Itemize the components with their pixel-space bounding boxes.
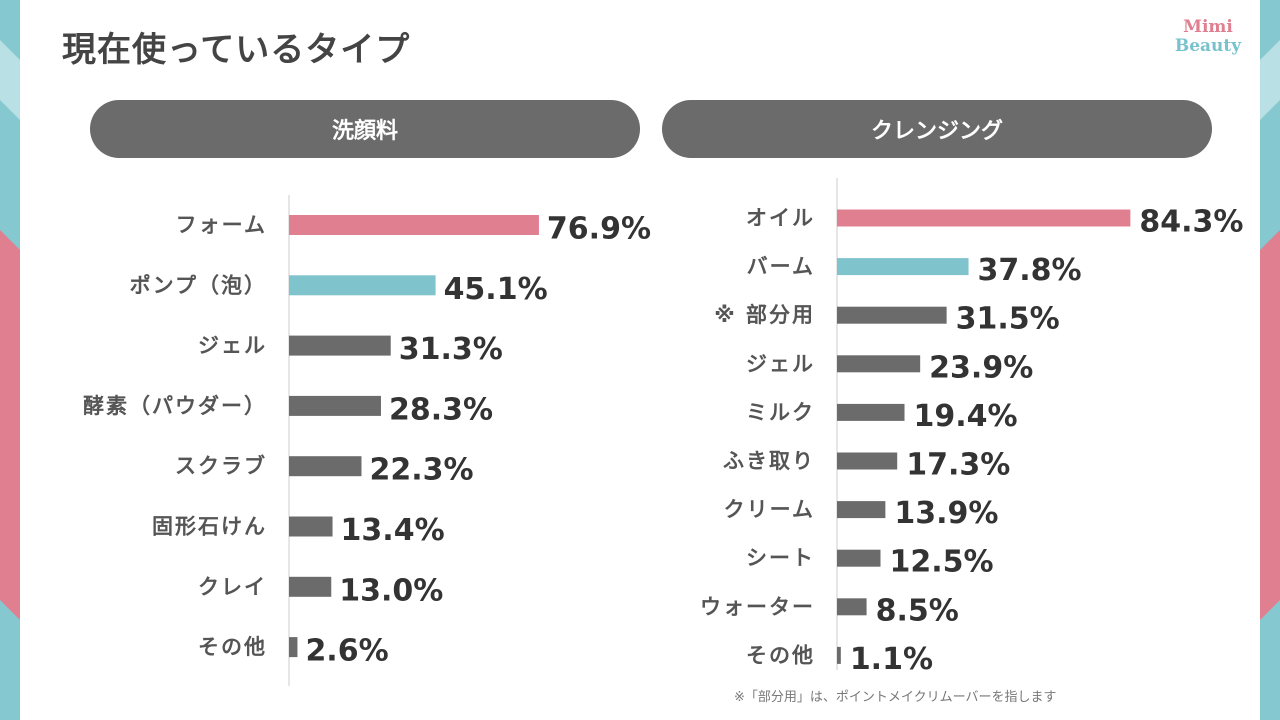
value-label: 45.1% (444, 272, 548, 307)
bar (837, 306, 947, 324)
decorative-right-stripe (1260, 0, 1280, 720)
category-label: ジェル (746, 352, 815, 376)
category-label: オイル (746, 206, 815, 230)
bar (837, 598, 867, 616)
category-label: バーム (747, 255, 815, 279)
category-label: フォーム (176, 213, 267, 237)
category-label: ポンプ（泡） (130, 273, 267, 297)
category-label: 固形石けん (152, 515, 267, 539)
footnote: ※「部分用」は、ポイントメイクリムーバーを指します (734, 690, 1057, 705)
category-label: ふき取り (723, 449, 815, 473)
category-label: スクラブ (175, 454, 267, 478)
value-label: 17.3% (906, 448, 1010, 483)
value-label: 13.4% (341, 513, 445, 548)
value-label: 84.3% (1139, 205, 1243, 240)
value-label: 13.0% (339, 573, 443, 608)
category-label: クレイ (198, 575, 267, 599)
value-label: 31.5% (956, 302, 1060, 337)
bar (289, 516, 333, 537)
bar (837, 355, 921, 373)
bar (837, 646, 841, 664)
bar (289, 395, 381, 416)
value-label: 31.3% (399, 332, 503, 367)
category-label: 酵素（パウダー） (83, 394, 267, 418)
value-label: 8.5% (876, 593, 959, 628)
bar (289, 275, 436, 296)
bar (837, 549, 881, 567)
chart-title-left: 洗顔料 (90, 100, 640, 158)
category-label: シート (746, 546, 815, 570)
bar (837, 209, 1131, 227)
value-label: 1.1% (850, 642, 933, 677)
value-label: 28.3% (389, 392, 493, 427)
bar (837, 403, 905, 421)
category-label: ジェル (198, 334, 267, 358)
category-label: クリーム (724, 498, 815, 522)
bar (837, 452, 898, 470)
value-label: 2.6% (305, 634, 388, 669)
logo-line-2: Beauty (1174, 36, 1242, 56)
brand-logo: Mimi Beauty (1166, 18, 1250, 56)
logo-line-1: Mimi (1183, 17, 1233, 37)
value-label: 19.4% (914, 399, 1018, 434)
decorative-left-stripe (0, 0, 20, 720)
value-label: 13.9% (894, 496, 998, 531)
page-title: 現在使っているタイプ (62, 30, 411, 70)
value-label: 22.3% (369, 453, 473, 488)
value-label: 76.9% (547, 212, 651, 247)
bar (289, 637, 298, 658)
category-label: ※ 部分用 (714, 303, 815, 327)
category-label: ウォーター (700, 595, 815, 619)
chart-title-right: クレンジング (662, 100, 1212, 158)
bar (289, 456, 362, 477)
value-label: 12.5% (890, 545, 994, 580)
bar (289, 335, 391, 356)
category-label: その他 (746, 643, 815, 667)
category-label: その他 (198, 635, 267, 659)
bar (837, 258, 969, 276)
bar (289, 215, 539, 235)
bar (837, 501, 886, 519)
bar (289, 576, 332, 597)
category-label: ミルク (746, 400, 815, 424)
value-label: 23.9% (929, 350, 1033, 385)
value-label: 37.8% (978, 253, 1082, 288)
